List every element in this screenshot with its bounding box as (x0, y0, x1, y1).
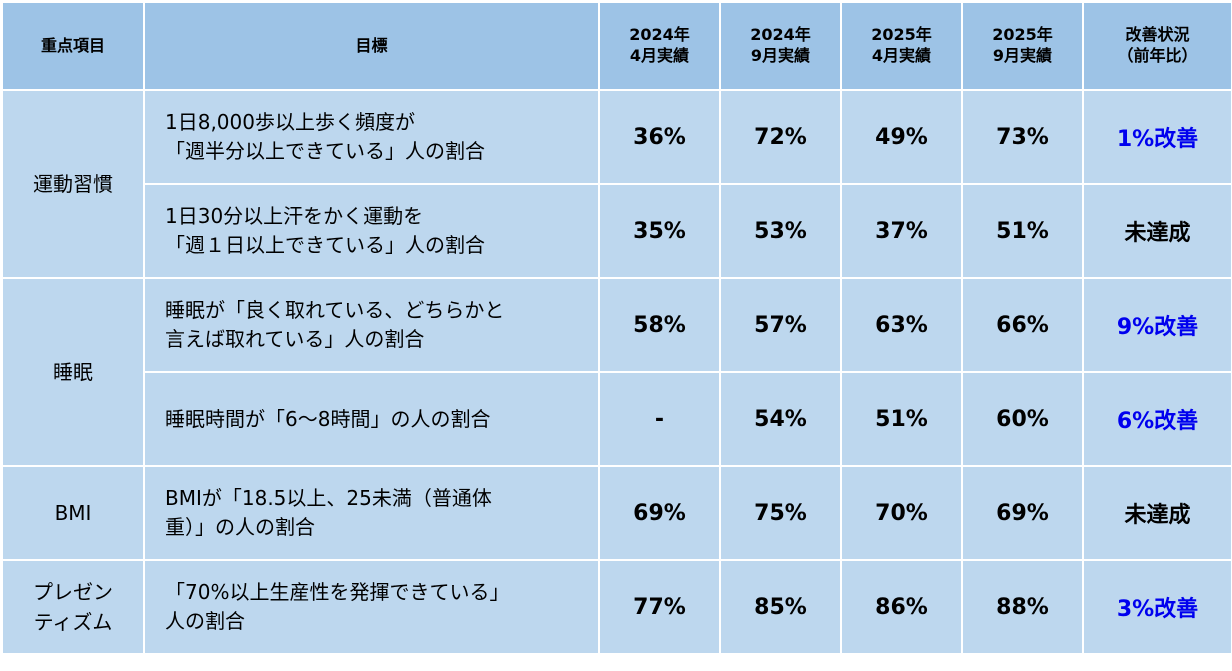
category-label: BMI (54, 501, 92, 525)
value-2025-apr: 37% (840, 183, 963, 279)
value-2025-apr: 49% (840, 89, 963, 185)
value-2024-apr: 69% (598, 465, 721, 561)
goal-line: 1日8,000歩以上歩く頻度が (165, 110, 415, 134)
category-bmi: BMI (1, 465, 145, 561)
goal-line: 人の割合 (165, 609, 245, 633)
value-2025-apr: 63% (840, 277, 963, 373)
header-goal: 目標 (143, 1, 600, 91)
value-2024-sep: 72% (719, 89, 842, 185)
goal-cell: 1日8,000歩以上歩く頻度が 「週半分以上できている」人の割合 (143, 89, 600, 185)
value-2024-apr: 35% (598, 183, 721, 279)
status-cell: 9%改善 (1082, 277, 1232, 373)
value-2025-apr: 86% (840, 559, 963, 655)
value-2025-sep: 73% (961, 89, 1084, 185)
table-row: BMI BMIが「18.5以上、25未満（普通体 重）」の人の割合 69% 75… (1, 465, 1232, 561)
value-2024-sep: 54% (719, 371, 842, 467)
goal-cell: BMIが「18.5以上、25未満（普通体 重）」の人の割合 (143, 465, 600, 561)
goal-cell: 「70%以上生産性を発揮できている」 人の割合 (143, 559, 600, 655)
value-2024-apr: - (598, 371, 721, 467)
header-year: 2024年 (750, 25, 811, 45)
header-2024-sep: 2024年 9月実績 (719, 1, 842, 91)
header-status-label: 改善状況 (1125, 25, 1190, 45)
header-category-label: 重点項目 (40, 35, 105, 55)
status-cell: 6%改善 (1082, 371, 1232, 467)
value-2024-sep: 53% (719, 183, 842, 279)
status-cell: 1%改善 (1082, 89, 1232, 185)
goal-line: 睡眠が「良く取れている、どちらかと (165, 298, 505, 322)
goal-line: 言えば取れている」人の割合 (165, 327, 425, 351)
header-period: 9月実績 (992, 46, 1053, 65)
header-goal-label: 目標 (355, 35, 388, 55)
value-2024-sep: 85% (719, 559, 842, 655)
status-cell: 未達成 (1082, 465, 1232, 561)
goal-line: 「70%以上生産性を発揮できている」 (165, 580, 510, 604)
goal-line: BMIが「18.5以上、25未満（普通体 (165, 486, 492, 510)
header-period: 4月実績 (629, 46, 690, 65)
value-2025-sep: 60% (961, 371, 1084, 467)
goal-line: 「週１日以上できている」人の割合 (165, 233, 485, 257)
health-goals-table: 重点項目 目標 2024年 4月実績 2024年 9月実績 2025年 4月実績… (1, 1, 1232, 655)
header-2025-sep: 2025年 9月実績 (961, 1, 1084, 91)
category-label: 運動習慣 (33, 172, 113, 196)
category-label: 睡眠 (53, 360, 93, 384)
table-row: プレゼン ティズム 「70%以上生産性を発揮できている」 人の割合 77% 85… (1, 559, 1232, 655)
goal-line: 重）」の人の割合 (165, 515, 315, 539)
value-2025-sep: 51% (961, 183, 1084, 279)
header-year: 2025年 (992, 25, 1053, 45)
header-2025-apr: 2025年 4月実績 (840, 1, 963, 91)
header-period: 9月実績 (750, 46, 811, 65)
header-status-sub: （前年比） (1117, 46, 1198, 65)
category-exercise: 運動習慣 (1, 89, 145, 279)
header-status: 改善状況 （前年比） (1082, 1, 1232, 91)
header-category: 重点項目 (1, 1, 145, 91)
status-cell: 3%改善 (1082, 559, 1232, 655)
value-2024-sep: 75% (719, 465, 842, 561)
table-row: 睡眠 睡眠が「良く取れている、どちらかと 言えば取れている」人の割合 58% 5… (1, 277, 1232, 467)
value-2024-sep: 57% (719, 277, 842, 373)
goal-cell: 睡眠が「良く取れている、どちらかと 言えば取れている」人の割合 (143, 277, 600, 373)
value-2025-apr: 70% (840, 465, 963, 561)
value-2025-sep: 69% (961, 465, 1084, 561)
category-label: プレゼン (33, 580, 113, 604)
header-period: 4月実績 (871, 46, 932, 65)
header-year: 2024年 (629, 25, 690, 45)
goal-cell: 睡眠時間が「6～8時間」の人の割合 (143, 371, 600, 467)
header-year: 2025年 (871, 25, 932, 45)
category-presenteeism: プレゼン ティズム (1, 559, 145, 655)
value-2025-sep: 66% (961, 277, 1084, 373)
value-2025-sep: 88% (961, 559, 1084, 655)
goal-cell: 1日30分以上汗をかく運動を 「週１日以上できている」人の割合 (143, 183, 600, 279)
category-label: ティズム (33, 610, 113, 634)
goal-line: 睡眠時間が「6～8時間」の人の割合 (165, 406, 491, 431)
header-row: 重点項目 目標 2024年 4月実績 2024年 9月実績 2025年 4月実績… (1, 1, 1232, 91)
table-row: 1日30分以上汗をかく運動を 「週１日以上できている」人の割合 35% 53% … (2, 183, 1232, 279)
category-sleep: 睡眠 (1, 277, 145, 467)
value-2024-apr: 77% (598, 559, 721, 655)
value-2025-apr: 51% (840, 371, 963, 467)
value-2024-apr: 58% (598, 277, 721, 373)
header-2024-apr: 2024年 4月実績 (598, 1, 721, 91)
status-cell: 未達成 (1082, 183, 1232, 279)
goal-line: 「週半分以上できている」人の割合 (165, 139, 485, 163)
goal-line: 1日30分以上汗をかく運動を (165, 204, 424, 228)
table-row: 運動習慣 1日8,000歩以上歩く頻度が 「週半分以上できている」人の割合 36… (1, 89, 1232, 279)
table-row: 睡眠時間が「6～8時間」の人の割合 - 54% 51% 60% 6%改善 (2, 371, 1232, 467)
value-2024-apr: 36% (598, 89, 721, 185)
